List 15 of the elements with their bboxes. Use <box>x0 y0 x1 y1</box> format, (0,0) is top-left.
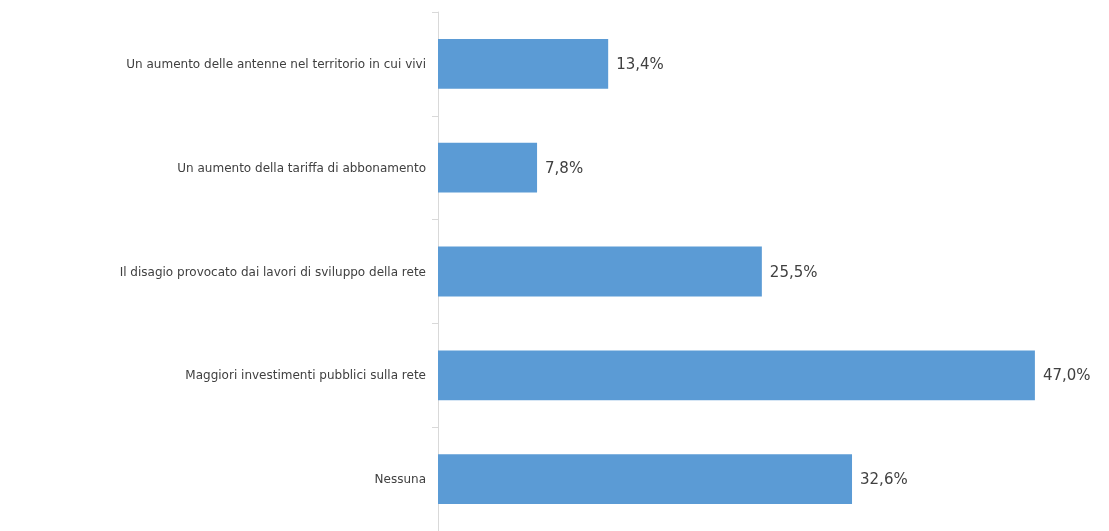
data-label: 13,4% <box>616 54 664 73</box>
y-tick-label: Un aumento della tariffa di abbonamento <box>177 160 426 175</box>
bar <box>438 142 538 193</box>
bar <box>438 454 853 505</box>
bar <box>438 246 762 297</box>
y-tick-label: Nessuna <box>374 472 426 487</box>
data-label: 7,8% <box>545 158 584 177</box>
data-label: 25,5% <box>769 262 818 281</box>
data-label: 32,6% <box>860 470 908 489</box>
bar <box>438 350 1035 401</box>
y-tick-label: Un aumento delle antenne nel territorio in cui vivi <box>126 56 426 71</box>
bar <box>438 38 609 89</box>
data-label: 47,0% <box>1042 366 1091 385</box>
y-tick-label: Maggiori investimenti pubblici sulla rete <box>185 368 426 383</box>
y-tick-label: Il disagio provocato dai lavori di sviluppo della rete <box>119 264 426 279</box>
